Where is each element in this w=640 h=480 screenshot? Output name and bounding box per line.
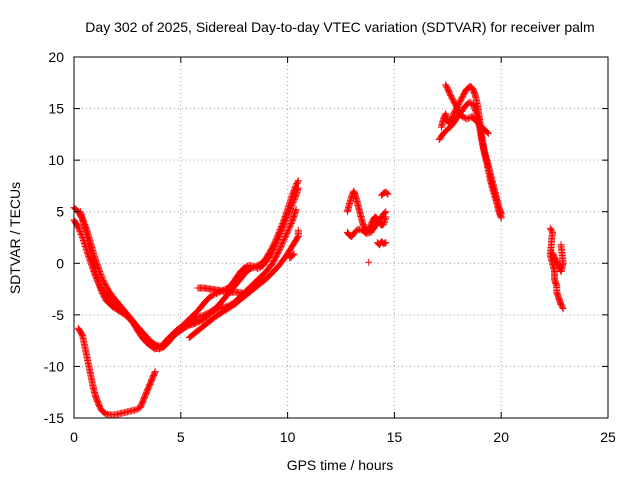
y-tick-label: -5 <box>52 307 65 323</box>
data-point-markers <box>365 258 373 266</box>
x-tick-label: 5 <box>177 429 185 445</box>
data-point-markers <box>76 206 300 351</box>
data-point-markers <box>546 224 567 313</box>
x-tick-label: 0 <box>70 429 78 445</box>
y-tick-label: 20 <box>48 49 64 65</box>
series-arc-i <box>343 208 390 240</box>
series-arc-q <box>548 241 567 276</box>
data-point-markers <box>286 250 298 262</box>
data-point-markers <box>442 81 492 137</box>
series-arc-g <box>194 284 251 298</box>
series-arc-l <box>365 258 373 266</box>
series-arc-p <box>546 224 567 313</box>
x-tick-label: 15 <box>387 429 403 445</box>
x-tick-label: 25 <box>600 429 616 445</box>
series-arc-o <box>442 81 492 137</box>
y-tick-label: -15 <box>44 410 64 426</box>
y-tick-label: 5 <box>56 204 64 220</box>
plot-frame <box>73 56 609 419</box>
x-tick-label: 20 <box>493 429 509 445</box>
chart-title: Day 302 of 2025, Sidereal Day-to-day VTE… <box>85 19 594 35</box>
y-tick-label: -10 <box>44 358 64 374</box>
y-tick-label: 15 <box>48 101 64 117</box>
series-arc-f <box>74 324 159 419</box>
grid <box>74 57 608 418</box>
y-tick-label: 0 <box>56 255 64 271</box>
x-axis-label: GPS time / hours <box>287 457 394 473</box>
series-arc-e <box>286 250 298 262</box>
data-point-markers <box>378 188 392 199</box>
y-axis-label: SDTVAR / TECUs <box>7 182 23 294</box>
y-tick-label: 10 <box>48 152 64 168</box>
data-point-markers <box>343 208 390 240</box>
series-arc-c <box>76 206 300 351</box>
data-point-markers <box>194 284 251 298</box>
series-arc-k <box>378 188 392 199</box>
series-arc-h <box>343 187 390 236</box>
data-point-markers <box>74 324 159 419</box>
series-arc-j <box>373 238 390 249</box>
data-point-markers <box>343 187 390 236</box>
axes: 0 5 10 15 20 25 -15 -10 -5 0 5 10 15 20 <box>44 49 616 445</box>
data-point-markers <box>373 238 390 249</box>
data-point-markers <box>548 241 567 276</box>
x-tick-label: 10 <box>280 429 296 445</box>
